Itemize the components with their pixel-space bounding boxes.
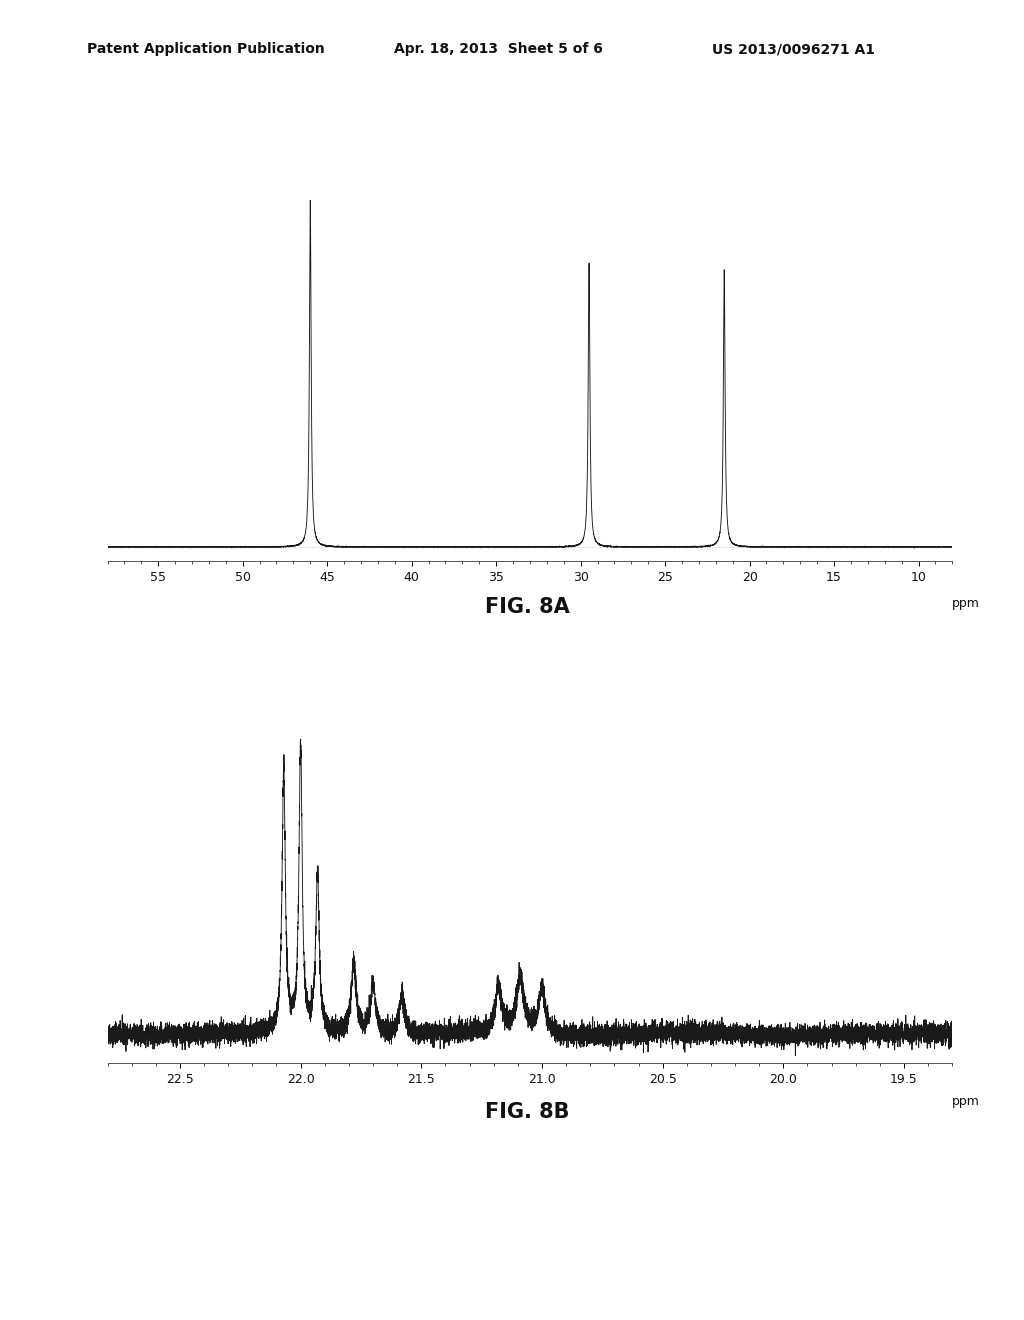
Text: ppm: ppm <box>952 1094 980 1107</box>
Text: Apr. 18, 2013  Sheet 5 of 6: Apr. 18, 2013 Sheet 5 of 6 <box>394 42 603 57</box>
Text: ppm: ppm <box>952 597 980 610</box>
Text: US 2013/0096271 A1: US 2013/0096271 A1 <box>712 42 874 57</box>
Text: FIG. 8A: FIG. 8A <box>485 597 569 616</box>
Text: Patent Application Publication: Patent Application Publication <box>87 42 325 57</box>
Text: FIG. 8B: FIG. 8B <box>485 1102 569 1122</box>
